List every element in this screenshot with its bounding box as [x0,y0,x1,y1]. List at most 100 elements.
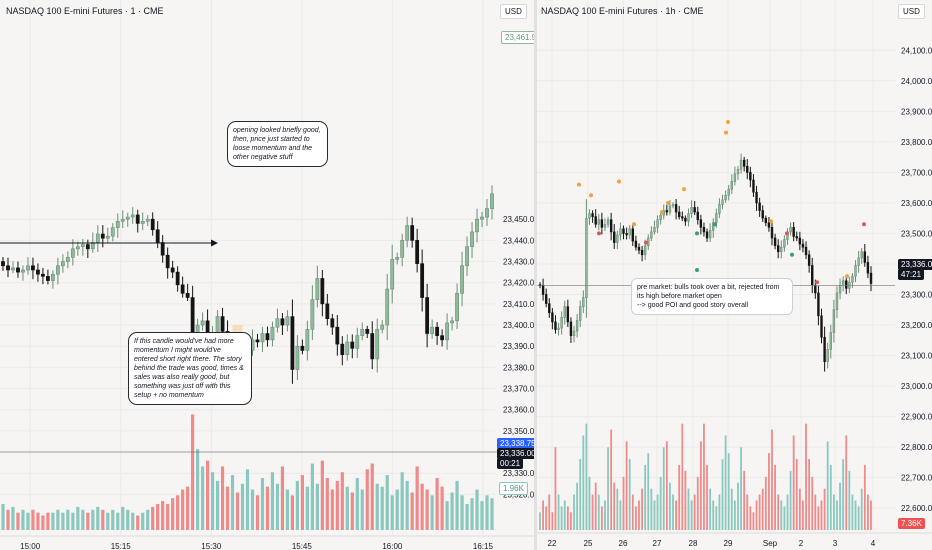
y-tick-label: 23,200.00 [901,321,932,330]
candle-body [430,326,435,334]
volume-bar [795,459,798,530]
volume-bar [76,506,80,530]
candle-body [826,349,829,362]
signal-dot [790,252,794,257]
volume-bar [86,512,90,530]
candle-body [668,205,672,213]
candle-body [300,345,305,351]
volume-bar [712,500,715,530]
volume-bar [196,449,200,530]
signal-dot [682,187,686,192]
annotation-note[interactable]: If this candle would've had more momentu… [128,332,252,405]
volume-bar [370,463,374,530]
volume-bar [656,494,659,530]
candle-body [480,216,484,220]
volume-bar [771,429,773,530]
candle-body [375,328,380,360]
volume-bar [545,506,548,530]
volume-bar [230,475,235,530]
volume-bar [470,498,474,530]
volume-bar [225,486,230,530]
volume-bar [718,494,721,530]
candle-body [863,251,867,263]
volume-bar [783,506,786,530]
volume-bar [320,460,324,530]
signal-dot [769,219,773,224]
candle-body [665,210,669,213]
candle-body [736,169,740,175]
candle-body [681,216,684,219]
volume-bar [681,423,684,530]
volume-bar [699,441,702,530]
candle-body [425,297,430,334]
pane-divider[interactable] [534,0,537,550]
volume-bar [46,512,50,530]
x-tick-label: 4 [871,539,876,548]
candle-body [823,336,826,362]
candle-body [335,326,340,345]
volume-bar [415,466,419,530]
candle-body [260,333,265,343]
volume-bar [625,441,628,530]
candle-body [450,320,454,324]
volume-bar [721,459,724,530]
volume-bar [305,486,309,530]
candle-body [588,213,591,219]
candle-body [724,194,727,201]
volume-bar [11,506,15,530]
volume-bar [250,489,255,530]
chart-pane-1m[interactable]: 23,320.0023,330.0023,340.0023,350.0023,3… [0,0,534,550]
volume-bar [355,478,359,530]
candle-body [365,328,370,334]
volume-bar [176,495,180,530]
y-tick-label: 23,700.00 [901,168,932,177]
chart-pane-1h[interactable]: 22,600.00 22,700.00 22,800.00 22,900.00 23,0… [537,0,932,550]
candle-body [380,324,385,330]
volume-bar [709,488,712,530]
x-tick-label: 15:30 [201,542,222,550]
volume-bar [814,494,817,530]
y-tick-label: 23,350.00 [503,427,534,436]
candle-body [721,199,724,205]
currency-button[interactable]: USD [500,4,527,19]
volume-bar [16,512,20,530]
y-tick-label: 23,100.00 [901,352,932,361]
annotation-note[interactable]: pre market: bulls took over a bit, rejec… [631,278,793,315]
volume-bar [400,472,404,530]
volume-bar [111,509,115,530]
currency-button[interactable]: USD [898,4,925,19]
x-tick-label: 26 [619,539,628,548]
volume-bar [817,506,820,530]
candle-body [696,211,699,220]
chart-1m[interactable]: 23,320.0023,330.0023,340.0023,350.0023,3… [0,0,534,550]
volume-bar [631,494,634,530]
volume-bar [591,494,594,530]
candle-body [684,217,687,222]
y-tick-label: 23,410.00 [503,300,534,309]
candle-body [851,275,854,283]
candle-body [739,159,743,170]
volume-bar [644,465,647,530]
volume-bar [786,494,789,530]
volume-bar [604,500,606,530]
candle-body [75,246,80,250]
candle-body [582,297,585,307]
volume-bar [141,512,145,530]
candle-body [780,246,783,253]
candle-body [702,227,706,233]
y-tick-label: 23,390.00 [503,342,534,351]
annotation-note[interactable]: opening looked briefly good, then, price… [227,121,328,167]
candle-body [705,231,709,239]
volume-bar [724,435,727,530]
volume-bar [600,506,603,530]
candle-body [569,321,573,336]
volume-bar [41,515,45,530]
volume-tag: 1.96K [499,482,528,495]
volume-bar [579,459,582,530]
volume-bar [832,494,835,530]
candle-body [640,249,644,256]
chart-1h[interactable]: 22,600.00 22,700.00 22,800.00 22,900.00 23,0… [537,0,932,550]
countdown-tag: 00:21 [497,458,524,469]
candle-body [115,221,120,228]
candle-body [435,326,440,336]
